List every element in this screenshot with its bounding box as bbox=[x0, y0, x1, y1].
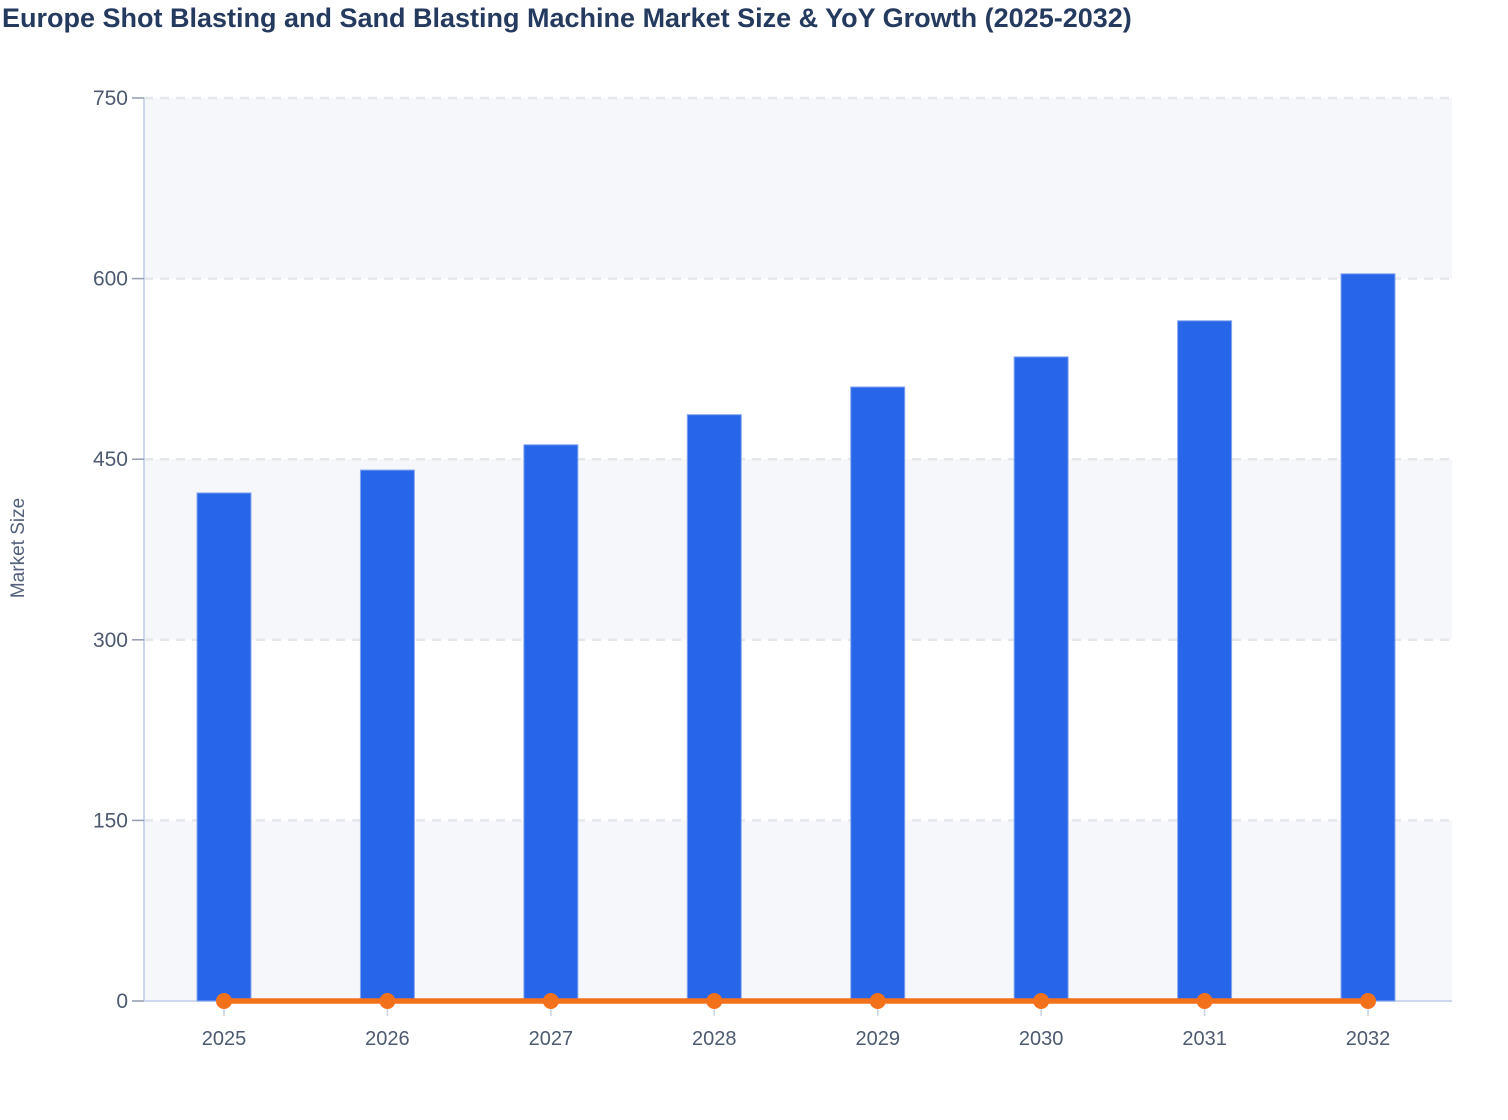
bar-2030[interactable] bbox=[1013, 356, 1069, 1002]
bar-2027[interactable] bbox=[523, 444, 579, 1002]
x-tick-label-2029: 2029 bbox=[855, 1028, 900, 1050]
y-tick-label: 600 bbox=[93, 268, 128, 291]
yoy-marker-2031[interactable] bbox=[1196, 993, 1213, 1009]
yoy-marker-2028[interactable] bbox=[706, 993, 723, 1009]
yoy-marker-2025[interactable] bbox=[216, 993, 232, 1009]
chart-title: Europe Shot Blasting and Sand Blasting M… bbox=[2, 3, 1132, 33]
yoy-marker-2030[interactable] bbox=[1033, 993, 1050, 1009]
y-tick-label: 300 bbox=[93, 629, 128, 652]
x-tick-label-2025: 2025 bbox=[202, 1028, 247, 1050]
yoy-marker-2026[interactable] bbox=[379, 993, 396, 1009]
bar-2026[interactable] bbox=[359, 469, 415, 1002]
bar-2031[interactable] bbox=[1177, 320, 1233, 1002]
x-tick-label-2027: 2027 bbox=[529, 1028, 574, 1050]
bar-2025[interactable] bbox=[196, 492, 252, 1002]
plot-band bbox=[144, 459, 1452, 640]
bar-2032[interactable] bbox=[1340, 273, 1396, 1002]
y-tick-label: 150 bbox=[93, 809, 128, 832]
yoy-marker-2032[interactable] bbox=[1360, 993, 1377, 1009]
y-tick-label: 750 bbox=[93, 87, 128, 110]
yoy-marker-2027[interactable] bbox=[542, 993, 559, 1009]
y-tick-label: 0 bbox=[116, 990, 128, 1013]
x-tick-label-2028: 2028 bbox=[692, 1028, 737, 1050]
x-tick-label-2031: 2031 bbox=[1182, 1028, 1227, 1050]
bar-2029[interactable] bbox=[850, 386, 906, 1002]
bar-2028[interactable] bbox=[686, 414, 742, 1002]
yoy-marker-2029[interactable] bbox=[869, 993, 886, 1009]
plot-band bbox=[144, 98, 1452, 279]
x-tick-label-2030: 2030 bbox=[1019, 1028, 1064, 1050]
x-tick-label-2026: 2026 bbox=[365, 1028, 410, 1050]
plot-band bbox=[144, 820, 1452, 1001]
y-tick-label: 450 bbox=[93, 448, 128, 471]
x-tick-label-2032: 2032 bbox=[1346, 1028, 1391, 1050]
